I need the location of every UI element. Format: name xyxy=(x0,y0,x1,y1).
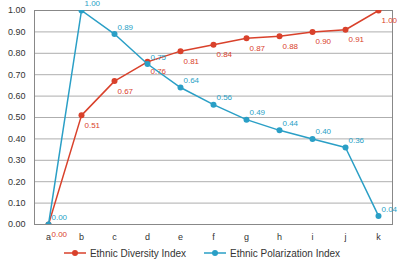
svg-text:h: h xyxy=(277,232,282,242)
svg-text:0.90: 0.90 xyxy=(8,27,26,37)
svg-text:g: g xyxy=(244,232,249,242)
html-text:Ethnic Diversity Index: Ethnic Diversity Index xyxy=(89,247,186,259)
svg-text:0.50: 0.50 xyxy=(8,112,26,122)
svg-text:0.90: 0.90 xyxy=(316,37,332,46)
svg-text:0.60: 0.60 xyxy=(8,91,26,101)
svg-text:0.87: 0.87 xyxy=(250,44,266,53)
svg-text:0.80: 0.80 xyxy=(8,48,26,58)
svg-text:a: a xyxy=(46,232,51,242)
svg-text:0.04: 0.04 xyxy=(382,205,398,214)
svg-text:0.00: 0.00 xyxy=(52,213,68,222)
svg-text:0.00: 0.00 xyxy=(52,230,68,239)
svg-text:0.10: 0.10 xyxy=(8,198,26,208)
svg-text:i: i xyxy=(312,232,314,242)
svg-text:0.20: 0.20 xyxy=(8,177,26,187)
svg-text:0.76: 0.76 xyxy=(150,67,167,77)
svg-text:0.40: 0.40 xyxy=(316,127,332,136)
svg-text:f: f xyxy=(212,232,215,242)
svg-text:c: c xyxy=(112,232,117,242)
svg-text:0.70: 0.70 xyxy=(8,70,26,80)
html-text:Ethnic Polarization Index: Ethnic Polarization Index xyxy=(230,247,341,259)
svg-text:0.44: 0.44 xyxy=(283,119,299,128)
svg-text:0.56: 0.56 xyxy=(217,93,233,102)
svg-text:0.81: 0.81 xyxy=(184,57,200,66)
svg-text:0.91: 0.91 xyxy=(349,35,365,44)
svg-text:j: j xyxy=(344,232,347,242)
svg-text:0.40: 0.40 xyxy=(8,134,26,144)
svg-text:0.36: 0.36 xyxy=(349,136,365,145)
svg-text:1.00: 1.00 xyxy=(85,0,101,8)
svg-text:0.64: 0.64 xyxy=(184,76,200,85)
svg-text:0.88: 0.88 xyxy=(283,42,299,51)
svg-text:0.84: 0.84 xyxy=(217,50,233,59)
svg-text:0.49: 0.49 xyxy=(250,108,266,117)
svg-text:0.30: 0.30 xyxy=(8,155,26,165)
svg-text:e: e xyxy=(178,232,183,242)
svg-text:0.51: 0.51 xyxy=(85,121,101,130)
svg-text:k: k xyxy=(376,232,381,242)
svg-text:0.67: 0.67 xyxy=(118,87,134,96)
svg-text:1.00: 1.00 xyxy=(382,16,398,25)
svg-text:0.00: 0.00 xyxy=(8,219,26,229)
svg-text:d: d xyxy=(145,232,150,242)
svg-text:0.75: 0.75 xyxy=(151,53,167,62)
svg-text:b: b xyxy=(79,232,84,242)
svg-text:1.00: 1.00 xyxy=(8,5,26,15)
svg-text:0.89: 0.89 xyxy=(118,23,134,32)
